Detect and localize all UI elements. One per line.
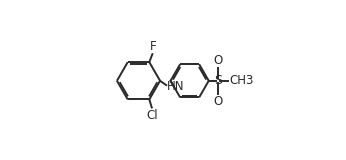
- Text: O: O: [213, 54, 222, 67]
- Text: Cl: Cl: [147, 109, 158, 122]
- Text: CH3: CH3: [229, 74, 253, 87]
- Text: S: S: [214, 74, 222, 87]
- Text: HN: HN: [167, 80, 184, 93]
- Text: O: O: [213, 95, 222, 108]
- Text: F: F: [150, 40, 156, 53]
